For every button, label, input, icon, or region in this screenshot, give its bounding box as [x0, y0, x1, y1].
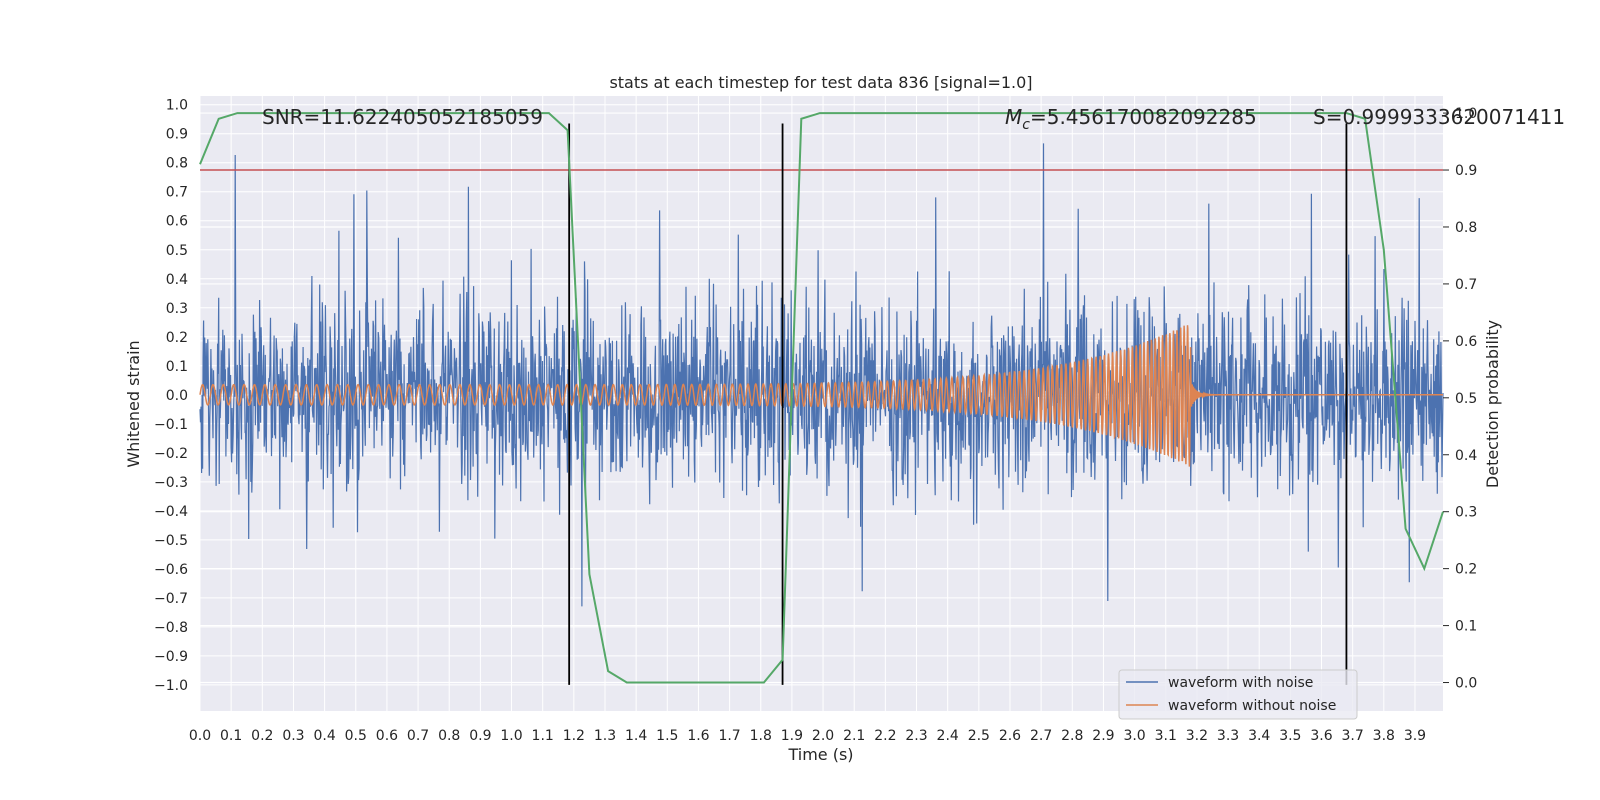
y-tick-label: −0.6: [154, 562, 188, 578]
y-tick-label: 0.7: [166, 185, 188, 201]
x-tick-label: 1.3: [594, 728, 616, 744]
x-tick-label: 3.3: [1217, 728, 1239, 744]
y2-tick-label: 0.2: [1455, 562, 1477, 578]
chart-title: stats at each timestep for test data 836…: [609, 73, 1032, 92]
y-axis-ticks: 1.0 0.9 0.8 0.7 0.6 0.5 0.4 0.3 0.2 0.1 0.0 −0.1 −0.…: [154, 98, 188, 694]
legend-label-clean: waveform without noise: [1168, 698, 1336, 714]
x-tick-label: 2.3: [905, 728, 927, 744]
y2-tick-label: 0.5: [1455, 391, 1477, 407]
legend-box: [1118, 669, 1358, 720]
x-tick-label: 3.8: [1373, 728, 1395, 744]
x-tick-label: 1.9: [781, 728, 803, 744]
y-tick-label: 0.6: [166, 214, 188, 230]
x-tick-label: 1.1: [532, 728, 554, 744]
x-tick-label: 2.0: [812, 728, 834, 744]
chirp-mass-value: =5.456170082092285: [1030, 105, 1257, 129]
y2-axis-label: Detection probability: [1483, 320, 1502, 488]
y-tick-label: −0.5: [154, 533, 188, 549]
y-tick-label: −0.1: [154, 417, 188, 433]
x-tick-label: 1.2: [563, 728, 585, 744]
legend: waveform with noise waveform without noi…: [1118, 669, 1358, 720]
x-tick-label: 1.0: [500, 728, 522, 744]
x-tick-label: 2.5: [968, 728, 990, 744]
legend-label-noise: waveform with noise: [1168, 675, 1313, 691]
y-tick-label: 0.5: [166, 243, 188, 259]
y-tick-label: −0.9: [154, 649, 188, 665]
x-tick-label: 1.8: [750, 728, 772, 744]
y-axis-label: Whitened strain: [124, 340, 143, 467]
x-tick-label: 3.0: [1123, 728, 1145, 744]
x-tick-label: 3.2: [1186, 728, 1208, 744]
waveform-with-noise-series: [199, 143, 1444, 607]
x-tick-label: 2.1: [843, 728, 865, 744]
x-tick-label: 1.5: [656, 728, 678, 744]
y2-tick-label: 0.1: [1455, 619, 1477, 635]
y2-tick-label: 0.3: [1455, 505, 1477, 521]
x-tick-label: 3.6: [1310, 728, 1332, 744]
chirp-mass-annotation: Mc=5.456170082092285: [1005, 105, 1257, 133]
y-tick-label: 0.4: [166, 272, 188, 288]
x-tick-label: 2.2: [874, 728, 896, 744]
x-tick-label: 2.8: [1061, 728, 1083, 744]
x-tick-label: 0.6: [376, 728, 398, 744]
probability-series-line: [199, 112, 1444, 684]
y-tick-label: 0.0: [166, 388, 188, 404]
x-tick-label: 1.4: [625, 728, 647, 744]
x-tick-label: 2.7: [1030, 728, 1052, 744]
y-tick-label: −0.3: [154, 475, 188, 491]
chirp-mass-symbol: M: [1005, 105, 1022, 129]
y-tick-label: 0.1: [166, 359, 188, 375]
x-tick-label: 0.8: [438, 728, 460, 744]
x-tick-label: 3.1: [1155, 728, 1177, 744]
x-tick-label: 0.5: [345, 728, 367, 744]
noise-series-line: [199, 143, 1444, 607]
y-tick-label: 0.3: [166, 301, 188, 317]
snr-annotation: SNR=11.622405052185059: [262, 105, 543, 129]
y-tick-label: 0.8: [166, 156, 188, 172]
y2-tick-label: 0.8: [1455, 220, 1477, 236]
x-tick-label: 3.7: [1342, 728, 1364, 744]
y2-tick-label: 1.0: [1455, 106, 1477, 122]
y-tick-label: −0.8: [154, 620, 188, 636]
x-axis-label: Time (s): [787, 745, 853, 764]
x-tick-label: 1.6: [687, 728, 709, 744]
y-tick-label: −0.7: [154, 591, 188, 607]
y2-tick-label: 0.4: [1455, 448, 1477, 464]
y-tick-label: −0.2: [154, 446, 188, 462]
x-tick-label: 0.4: [313, 728, 335, 744]
y-tick-label: 0.9: [166, 127, 188, 143]
x-tick-label: 3.4: [1248, 728, 1270, 744]
y-tick-label: 1.0: [166, 98, 188, 114]
detection-probability-series: [199, 112, 1444, 684]
x-tick-label: 3.9: [1404, 728, 1426, 744]
y2-tick-label: 0.0: [1455, 676, 1477, 692]
x-tick-label: 0.9: [469, 728, 491, 744]
chirp-mass-subscript: c: [1022, 117, 1030, 133]
x-tick-label: 0.2: [251, 728, 273, 744]
x-tick-label: 2.4: [937, 728, 959, 744]
x-axis-ticks: 0.0 0.1 0.2 0.3 0.4 0.5 0.6 0.7 0.8 0.9 1.0 1.1 1.2 1…: [189, 728, 1426, 744]
y2-axis-ticks: 0.0 0.1 0.2 0.3 0.4 0.5 0.6 0.7 0.8 0.9 1.0: [1443, 106, 1477, 692]
overlay-lines: [200, 123, 1443, 685]
s-annotation: S=0.9999333620071411: [1313, 105, 1565, 129]
x-tick-label: 2.6: [999, 728, 1021, 744]
y2-tick-label: 0.7: [1455, 277, 1477, 293]
y2-tick-label: 0.9: [1455, 163, 1477, 179]
x-tick-label: 3.5: [1279, 728, 1301, 744]
x-tick-label: 2.9: [1092, 728, 1114, 744]
x-tick-label: 0.7: [407, 728, 429, 744]
waveform-without-noise-series: [199, 325, 1443, 467]
y-tick-label: 0.2: [166, 330, 188, 346]
x-tick-label: 0.0: [189, 728, 211, 744]
clean-series-line: [199, 325, 1443, 467]
y-tick-label: −1.0: [154, 678, 188, 694]
y2-tick-label: 0.6: [1455, 334, 1477, 350]
y-tick-label: −0.4: [154, 504, 188, 520]
x-tick-label: 0.1: [220, 728, 242, 744]
x-tick-label: 0.3: [282, 728, 304, 744]
x-tick-label: 1.7: [718, 728, 740, 744]
gridlines: [199, 96, 1443, 711]
